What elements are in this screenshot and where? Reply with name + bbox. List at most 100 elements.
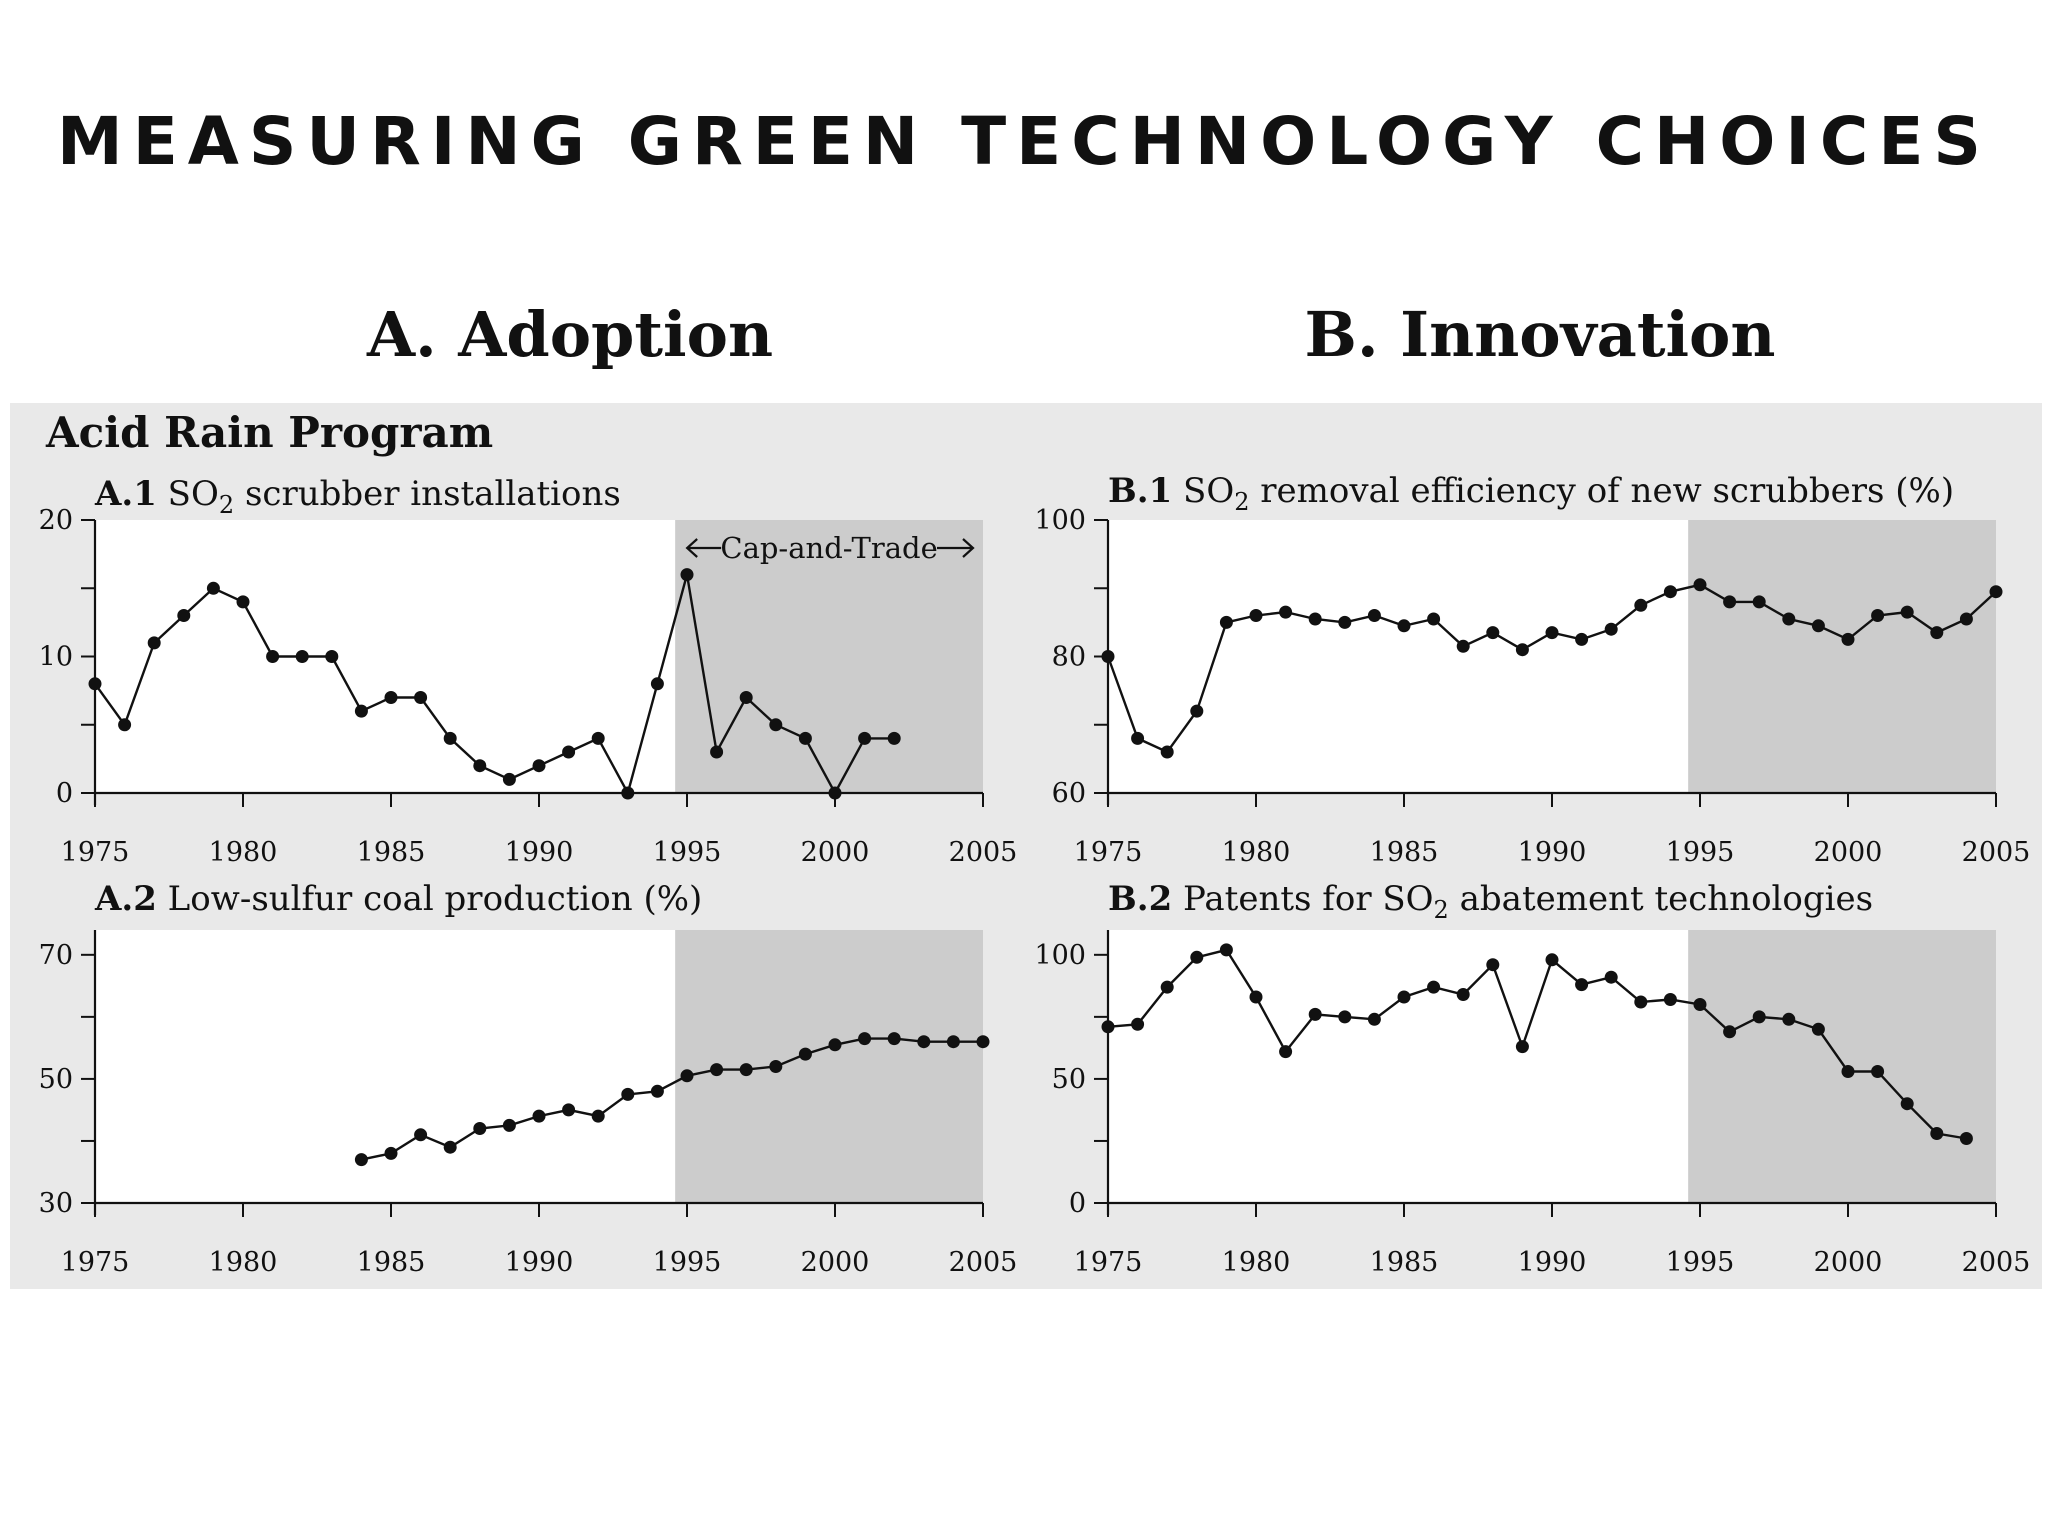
data-point: [1841, 632, 1855, 646]
data-point: [739, 1063, 753, 1077]
data-point: [1279, 605, 1293, 619]
data-point: [710, 1063, 724, 1077]
data-point: [295, 650, 309, 663]
data-point: [384, 691, 398, 704]
data-point: [562, 1103, 576, 1117]
data-point: [1545, 953, 1559, 967]
x-tick-label: 1990: [505, 1247, 574, 1278]
column-title-innovation: B. Innovation: [1304, 298, 1776, 371]
data-point: [88, 677, 102, 691]
series-line: [361, 1037, 983, 1161]
x-tick-label: 1975: [61, 837, 130, 868]
data-point: [1782, 612, 1796, 626]
data-point: [887, 731, 901, 745]
data-point: [1930, 626, 1944, 640]
data-point: [118, 718, 132, 732]
data-point: [1575, 978, 1589, 992]
data-point: [147, 636, 161, 650]
x-tick-label: 2000: [1814, 1247, 1883, 1278]
data-point: [976, 1035, 990, 1049]
data-point: [1723, 595, 1737, 609]
data-point: [414, 1128, 428, 1142]
data-point: [1160, 745, 1174, 759]
panel-title-text: removal efficiency of new scrubbers (%): [1250, 471, 1955, 511]
panel-title-subscript: 2: [1434, 896, 1449, 924]
data-point: [1871, 609, 1885, 622]
data-point: [1515, 1040, 1529, 1054]
chart-a2: 30 50 70 1975 1980 1985 1990 1995 2000 2005 A.2 Lo…: [39, 879, 1018, 1278]
data-point: [1811, 1022, 1825, 1036]
y-tick-label: 50: [1052, 1064, 1086, 1095]
data-point: [1604, 970, 1618, 984]
data-point: [562, 745, 576, 759]
data-point: [1959, 1132, 1973, 1145]
data-point: [1338, 1010, 1352, 1024]
data-point: [798, 731, 812, 745]
panel-title-text: SO: [157, 474, 219, 514]
x-tick-label: 1995: [653, 1247, 722, 1278]
data-point: [384, 1146, 398, 1160]
data-point: [1693, 998, 1707, 1011]
data-point: [946, 1035, 960, 1049]
panel-title-text: scrubber installations: [234, 474, 621, 514]
data-point: [1900, 1097, 1914, 1111]
data-point: [1397, 619, 1411, 633]
x-tick-label: 1990: [1518, 837, 1587, 868]
data-point: [206, 581, 220, 595]
data-point: [1871, 1065, 1885, 1078]
panel-title-subscript: 2: [1234, 488, 1249, 516]
data-point: [502, 772, 516, 786]
data-point: [917, 1035, 931, 1049]
panel-title-a2: A.2 Low-sulfur coal production (%): [94, 879, 702, 919]
data-point: [1367, 1012, 1381, 1026]
y-tick-label: 100: [1034, 940, 1086, 971]
panel-title-text: SO: [1172, 471, 1234, 511]
cap-and-trade-shade: [1688, 520, 1996, 793]
x-tick-label: 1980: [1222, 837, 1291, 868]
program-title: Acid Rain Program: [46, 408, 494, 457]
x-tick-label: 2005: [1962, 837, 2031, 868]
panel-label: A.2: [94, 879, 157, 919]
data-point: [1190, 950, 1204, 964]
data-point: [1101, 650, 1115, 663]
y-tick-label: 80: [1052, 642, 1086, 673]
x-tick-label: 1985: [1370, 1247, 1439, 1278]
y-tick-label: 70: [39, 940, 73, 971]
cap-and-trade-shade: [1688, 930, 1996, 1203]
panel-title-text: abatement technologies: [1449, 879, 1873, 919]
cap-and-trade-shade: [675, 930, 983, 1203]
data-point: [710, 745, 724, 759]
slide-title: MEASURING GREEN TECHNOLOGY CHOICES: [57, 103, 1991, 180]
data-point: [858, 1032, 872, 1046]
data-point: [1575, 632, 1589, 646]
data-point: [1131, 731, 1145, 745]
panel-title-a1: A.1 SO2 scrubber installations: [94, 474, 621, 519]
data-point: [769, 718, 783, 732]
data-point: [1515, 643, 1529, 657]
data-point: [1663, 585, 1677, 599]
y-tick-label: 20: [39, 505, 73, 536]
data-point: [1959, 612, 1973, 626]
data-point: [798, 1047, 812, 1061]
data-point: [1634, 598, 1648, 612]
data-point: [1427, 612, 1441, 626]
data-point: [1634, 995, 1648, 1009]
panel-title-b2: B.2 Patents for SO2 abatement technologi…: [1108, 879, 1873, 924]
chart-a1: 0 10 20 1975 1980 1985 1990 1995 2000 2005 A.1 SO2…: [39, 474, 1018, 868]
chart-b2: 0 50 100 1975 1980 1985 1990 1995 2000 2005 B.2 Pa…: [1034, 879, 2030, 1278]
data-point: [591, 731, 605, 745]
data-point: [828, 1038, 842, 1052]
panel-label: B.2: [1108, 879, 1172, 919]
data-point: [680, 1069, 694, 1083]
data-point: [1160, 980, 1174, 994]
x-tick-label: 1990: [1518, 1247, 1587, 1278]
y-tick-label: 10: [39, 642, 73, 673]
data-point: [1219, 943, 1233, 957]
data-point: [828, 786, 842, 800]
data-point: [1427, 980, 1441, 994]
data-point: [1190, 704, 1204, 718]
panel-title-text: Patents for SO: [1172, 879, 1433, 919]
x-tick-label: 2005: [949, 1247, 1018, 1278]
x-tick-label: 1985: [357, 837, 426, 868]
x-tick-label: 2005: [1962, 1247, 2031, 1278]
